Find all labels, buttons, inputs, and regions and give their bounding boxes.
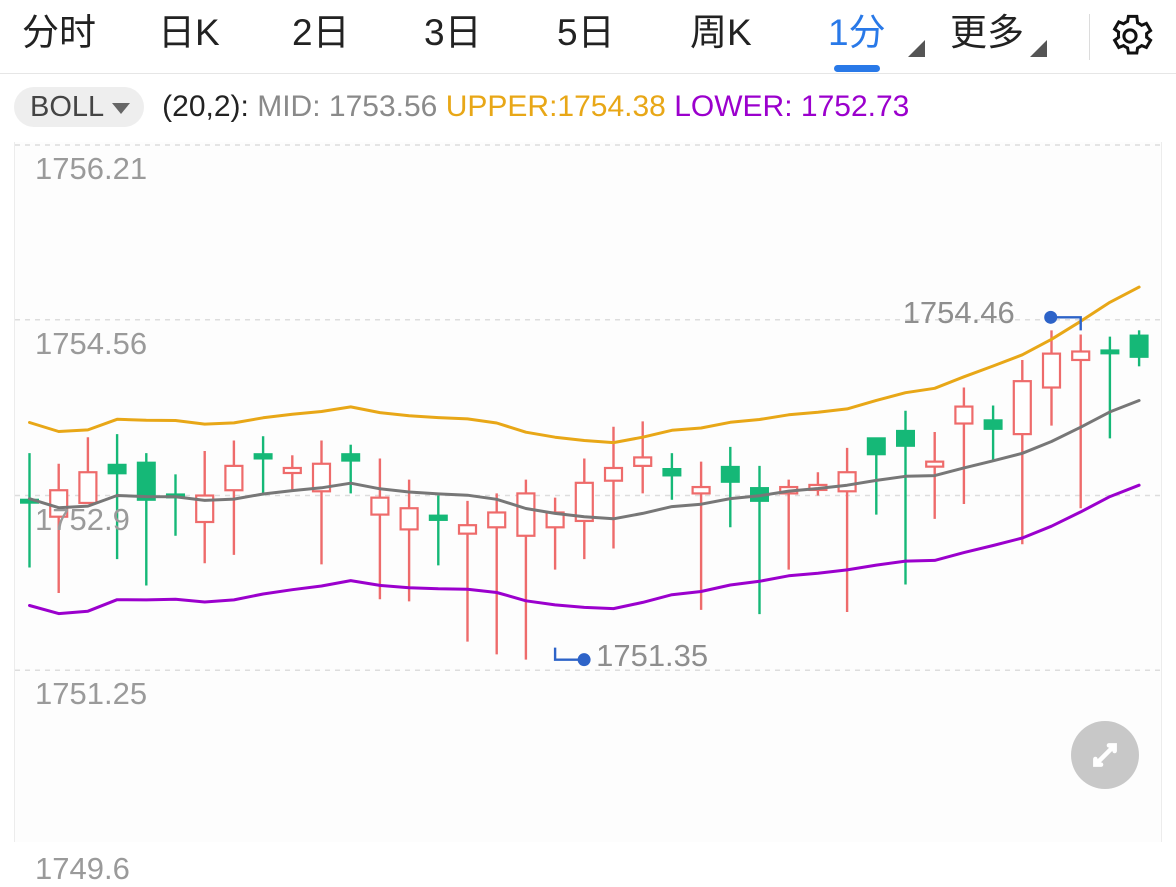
toolbar-divider — [1089, 14, 1090, 60]
candlestick-bar — [78, 437, 98, 505]
expand-arrows-icon — [1093, 743, 1117, 767]
candlestick-bar — [370, 458, 390, 600]
low-marker — [553, 647, 591, 667]
candlestick-bar — [954, 387, 974, 505]
tab-4[interactable]: 3日 — [424, 8, 482, 58]
tab-6[interactable]: 周K — [690, 8, 752, 58]
indicator-bar: BOLL (20,2): MID: 1753.56 UPPER:1754.38 … — [0, 74, 1176, 140]
candlestick-bar — [983, 405, 1003, 462]
candlestick-bar — [49, 463, 69, 593]
tab-expand-corner-icon[interactable] — [1030, 40, 1047, 57]
high-marker-text: 1754.46 — [902, 295, 1015, 331]
indicator-selector-boll[interactable]: BOLL — [14, 87, 145, 127]
y-axis-tick-label: 1749.6 — [35, 851, 130, 886]
candlestick-bar — [545, 497, 565, 570]
candlestick-bar — [487, 493, 507, 655]
candlestick-bar — [603, 426, 624, 549]
candlestick-bar — [720, 446, 740, 528]
indicator-params: (20,2): — [162, 90, 249, 123]
candlestick-bar — [1071, 334, 1091, 509]
tab-label: 2日 — [292, 12, 350, 53]
tab-2[interactable]: 日K — [158, 8, 220, 58]
indicator-values: (20,2): MID: 1753.56 UPPER:1754.38 LOWER… — [162, 90, 909, 124]
boll-lower-line — [28, 483, 1141, 616]
candlestick-bar — [253, 436, 273, 496]
candlestick-bar — [896, 410, 915, 585]
candlestick-bar — [1129, 330, 1149, 367]
tab-7[interactable]: 1分 — [828, 8, 886, 72]
candlestick-bar — [750, 465, 769, 615]
indicator-upper-label: UPPER: — [445, 90, 558, 123]
candlestick-bar — [1100, 336, 1120, 439]
tab-label: 5日 — [557, 12, 615, 53]
chevron-down-icon — [112, 103, 131, 114]
candlestick-bar — [311, 440, 332, 565]
high-marker — [1044, 310, 1082, 331]
candlestick-bar — [691, 461, 711, 610]
candlestick-bar — [195, 451, 215, 564]
indicator-upper-value: 1754.38 — [557, 90, 666, 123]
tab-label: 周K — [690, 12, 752, 53]
boll-mid-line — [28, 399, 1141, 521]
low-marker-text: 1751.35 — [596, 637, 709, 673]
tab-3[interactable]: 2日 — [292, 8, 350, 58]
boll-upper-line — [28, 285, 1141, 445]
candlestick-bar — [837, 447, 857, 613]
tab-active-underline — [833, 65, 880, 72]
candlestick-bar — [166, 474, 185, 536]
indicator-name-label: BOLL — [30, 90, 105, 123]
candlestick-bar — [633, 421, 653, 494]
indicator-lower-value: 1752.73 — [800, 90, 910, 123]
candlestick-bar — [866, 437, 886, 515]
indicator-lower-label: LOWER: — [674, 90, 793, 123]
indicator-mid-label: MID: — [257, 90, 321, 123]
candlestick-bar — [136, 453, 156, 586]
candlestick-bar — [341, 444, 361, 494]
candlestick-bar — [428, 495, 448, 566]
gear-icon[interactable] — [1106, 12, 1154, 60]
tab-5[interactable]: 5日 — [557, 8, 615, 58]
tab-label: 分时 — [22, 12, 96, 53]
candlestick-bar — [808, 472, 828, 496]
tab-expand-corner-icon[interactable] — [908, 40, 925, 57]
tab-label: 3日 — [424, 12, 482, 53]
expand-chart-button[interactable] — [1071, 721, 1139, 789]
tab-label: 1分 — [828, 12, 886, 53]
price-chart[interactable]: 1756.21 1754.56 1752.9 1751.25 1749.6 1754.46… — [14, 142, 1163, 886]
candlestick-bar — [399, 479, 419, 602]
candlestick-bar — [662, 453, 682, 500]
tab-label: 更多 — [950, 12, 1024, 53]
timeframe-tabbar — [0, 0, 1176, 74]
candlestick-canvas — [15, 144, 1163, 672]
candlestick-bar — [1041, 330, 1062, 426]
tab-label: 日K — [158, 12, 220, 53]
candlestick-bar — [574, 458, 594, 560]
tab-1[interactable]: 分时 — [22, 8, 96, 58]
candlestick-bar — [282, 455, 302, 491]
candlestick-bar — [20, 453, 39, 568]
tab-8[interactable]: 更多 — [950, 8, 1024, 58]
candlestick-bar — [457, 500, 478, 642]
candlestick-bar — [516, 479, 536, 660]
indicator-mid-value: 1753.56 — [328, 90, 438, 123]
